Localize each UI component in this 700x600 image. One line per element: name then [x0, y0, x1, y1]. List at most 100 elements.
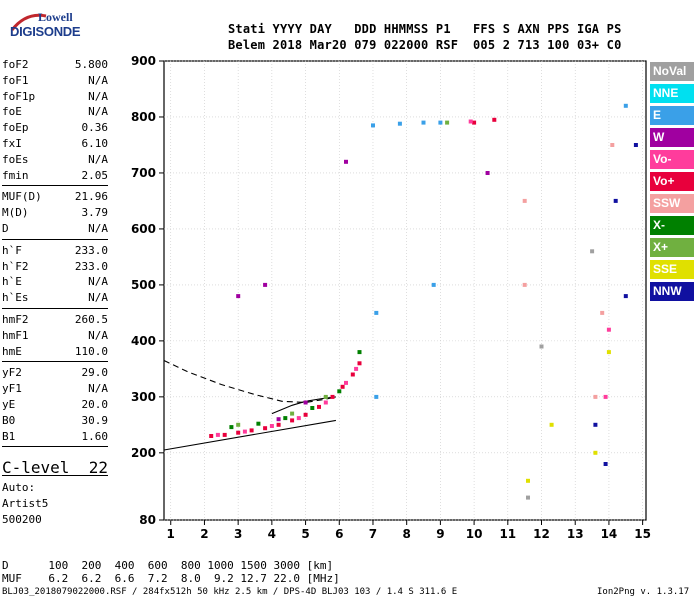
param-row: foF1 N/A: [2, 74, 108, 89]
param-divider: [2, 308, 108, 309]
param-row: B0 30.9: [2, 414, 108, 429]
echo-point: [613, 198, 618, 203]
param-key: foF1: [2, 73, 29, 87]
param-value: 260.5: [74, 313, 108, 326]
echo-point: [215, 432, 220, 437]
param-row: foEs N/A: [2, 153, 108, 168]
echo-point: [606, 350, 611, 355]
profile-dashed-line: [163, 360, 337, 404]
auto-code: 500200: [2, 513, 42, 526]
legend-item: SSE: [650, 260, 694, 279]
legend-item: X+: [650, 238, 694, 257]
param-key: yF2: [2, 366, 22, 380]
x-tick-label: 4: [268, 527, 276, 541]
echo-point: [263, 282, 268, 287]
param-value: 30.9: [81, 413, 109, 427]
plot-frame: [163, 60, 647, 521]
distance-values: 100 200 400 600 800 1000 1500 3000 [km]: [48, 559, 334, 572]
echo-point: [590, 249, 595, 254]
y-tick-label: 800: [131, 110, 156, 124]
param-value: 3.79: [81, 206, 109, 220]
param-value: 5.800: [74, 58, 108, 71]
echo-point: [303, 412, 308, 417]
y-tick-label: 500: [131, 278, 156, 292]
echo-point: [357, 361, 362, 366]
param-row: foF2 5.800: [2, 58, 108, 73]
param-key: foE: [2, 105, 22, 119]
distance-row: D 100 200 400 600 800 1000 1500 3000 [km…: [2, 559, 333, 572]
param-value: 6.10: [81, 137, 109, 150]
logo-arc-icon: [10, 13, 47, 31]
echo-point: [623, 294, 628, 299]
legend-item: W: [650, 128, 694, 147]
echo-point: [485, 171, 490, 175]
echo-point: [276, 422, 281, 427]
echo-point: [317, 404, 321, 409]
param-value: 233.0: [74, 243, 108, 257]
param-key: hmE: [2, 344, 22, 358]
echo-point: [310, 406, 315, 410]
muf-row: MUF 6.2 6.2 6.6 7.2 8.0 9.2 12.7 22.0 [M…: [2, 572, 340, 585]
echo-point: [296, 416, 301, 421]
param-key: fmin: [2, 168, 29, 182]
param-row: yE 20.0: [2, 398, 108, 413]
param-key: h`Es: [2, 291, 29, 305]
echo-point: [526, 478, 530, 483]
echo-point: [603, 462, 608, 466]
param-key: M(D): [2, 206, 29, 220]
echo-point: [522, 282, 527, 287]
y-tick-label: 200: [131, 446, 156, 460]
x-tick-label: 14: [601, 527, 618, 541]
param-value: 110.0: [74, 344, 108, 358]
param-divider: [2, 446, 108, 448]
param-row: M(D) 3.79: [2, 206, 108, 221]
param-key: h`F: [2, 243, 22, 257]
param-row: foE N/A: [2, 105, 108, 120]
param-value: 2.05: [81, 168, 109, 182]
echo-point: [421, 120, 426, 125]
legend-item: X-: [650, 216, 694, 235]
param-value: 21.96: [74, 190, 108, 204]
echo-point: [354, 366, 359, 371]
echo-point: [229, 425, 234, 430]
param-key: D: [2, 222, 9, 235]
x-tick-label: 8: [403, 527, 411, 541]
x-tick-label: 15: [634, 527, 651, 541]
x-tick-label: 12: [533, 527, 550, 541]
echo-point: [236, 294, 241, 299]
x-tick-label: 7: [369, 527, 377, 541]
echo-point: [633, 143, 638, 147]
param-divider: [2, 238, 108, 240]
echo-point: [593, 422, 598, 427]
echo-point: [593, 450, 598, 455]
y-tick-label: 300: [131, 390, 156, 404]
legend-item: Vo+: [650, 172, 694, 191]
logo-lowell: Lowell: [38, 10, 73, 24]
param-value: N/A: [88, 275, 108, 289]
param-key: h`E: [2, 275, 22, 289]
param-key: foEp: [2, 121, 29, 135]
echo-point: [606, 327, 611, 332]
param-row: h`Es N/A: [2, 291, 108, 306]
echo-point: [610, 143, 615, 147]
x-tick-label: 2: [200, 527, 208, 541]
param-value: 29.0: [81, 366, 109, 380]
param-key: hmF2: [2, 313, 29, 326]
echo-point: [283, 416, 288, 421]
echo-point: [350, 372, 355, 377]
echo-point: [623, 103, 628, 108]
legend-item: Vo-: [650, 150, 694, 169]
echo-point: [276, 417, 281, 422]
param-value: N/A: [88, 73, 108, 87]
echo-point: [290, 418, 295, 423]
echo-point: [522, 198, 527, 203]
param-divider: [2, 361, 108, 363]
param-key: foEs: [2, 152, 29, 166]
legend-item: SSW: [650, 194, 694, 213]
param-key: h`F2: [2, 259, 29, 273]
auto-label: Auto:: [2, 481, 36, 494]
y-tick-label: 700: [131, 166, 156, 180]
auto-artist: Artist5: [2, 497, 49, 510]
footer-file-info: BLJ03_2018079022000.RSF / 284fx512h 50 k…: [2, 587, 458, 597]
echo-point: [357, 350, 362, 355]
